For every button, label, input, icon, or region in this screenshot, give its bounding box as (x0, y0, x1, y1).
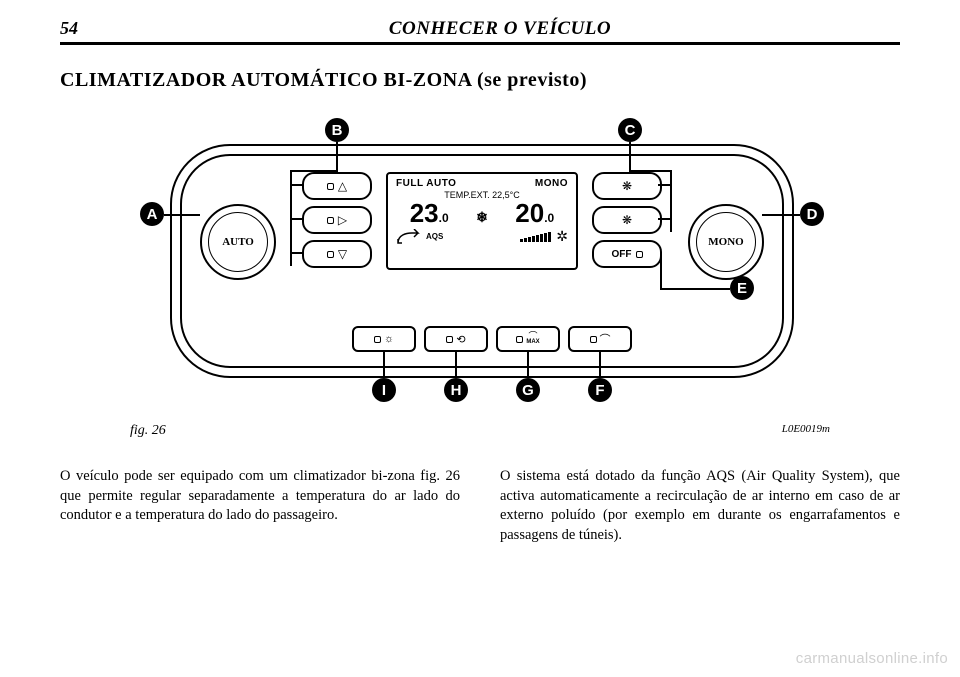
led-icon (590, 336, 597, 343)
leader-line (527, 350, 529, 378)
fan-up-button: ❋ (592, 172, 662, 200)
lcd-temp-right: 20 (515, 198, 544, 228)
leader-line (629, 142, 631, 170)
lcd-temp-left: 23 (410, 198, 439, 228)
max-label: MAX (526, 340, 539, 345)
callout-g: G (516, 378, 540, 402)
leader-line (629, 170, 672, 172)
callout-b: B (325, 118, 349, 142)
body-columns: O veículo pode ser equipado com um clima… (60, 467, 900, 545)
leader-line (658, 218, 670, 220)
airflow-icon (396, 229, 422, 245)
figure-caption: fig. 26 L0E0019m (130, 423, 830, 439)
leader-line (599, 350, 601, 378)
fan-minus-icon: ❋ (622, 213, 632, 227)
defrost-rear-icon: ⌒ (600, 331, 611, 347)
leader-line (762, 214, 800, 216)
led-icon (446, 336, 453, 343)
lcd-fullauto: FULL AUTO (396, 178, 456, 189)
air-up-button: △ (302, 172, 372, 200)
fan-bars-icon (520, 232, 552, 242)
page-header: 54 CONHECER O VEÍCULO (60, 18, 900, 45)
figure-number: fig. 26 (130, 423, 166, 439)
auto-dial: AUTO (200, 204, 276, 280)
mono-dial: MONO (688, 204, 764, 280)
lcd-mono: MONO (535, 178, 568, 189)
callout-c: C (618, 118, 642, 142)
figure-container: AUTO MONO FULL AUTO MONO TEMP.EXT. 22,5°… (60, 114, 900, 439)
callout-i: I (372, 378, 396, 402)
section-title: CLIMATIZADOR AUTOMÁTICO BI-ZONA (se prev… (60, 69, 900, 92)
mono-dial-label: MONO (708, 236, 743, 248)
ac-button: ☼ (352, 326, 416, 352)
callout-a: A (140, 202, 164, 226)
page-number: 54 (60, 18, 100, 39)
callout-d: D (800, 202, 824, 226)
air-down-button: ▽ (302, 240, 372, 268)
figure-code: L0E0019m (782, 423, 830, 439)
body-col-2: O sistema está dotado da função AQS (Air… (500, 467, 900, 545)
sun-icon: ☼ (384, 333, 394, 345)
lcd-temp-right-frac: .0 (544, 211, 554, 225)
off-label: OFF (612, 249, 632, 260)
air-mid-button: ▷ (302, 206, 372, 234)
leader-line (290, 184, 302, 186)
leader-line (455, 350, 457, 378)
header-title: CONHECER O VEÍCULO (100, 18, 900, 40)
fan-down-button: ❋ (592, 206, 662, 234)
led-icon (516, 336, 523, 343)
recirc-button: ⟲ (424, 326, 488, 352)
watermark: carmanualsonline.info (796, 650, 948, 667)
callout-f: F (588, 378, 612, 402)
fan-plus-icon: ❋ (622, 179, 632, 193)
lcd-ext-label: TEMP.EXT. (444, 190, 489, 200)
climate-control-figure: AUTO MONO FULL AUTO MONO TEMP.EXT. 22,5°… (130, 114, 830, 414)
triangle-up-icon: △ (338, 179, 347, 193)
triangle-down-icon: ▽ (338, 247, 347, 261)
led-icon (327, 183, 334, 190)
led-icon (636, 251, 643, 258)
leader-line (336, 142, 338, 170)
recirc-icon: ⟲ (456, 333, 465, 346)
lcd-aqs: AQS (426, 232, 443, 241)
leader-line (290, 252, 302, 254)
leader-line (658, 184, 670, 186)
leader-line (164, 214, 200, 216)
defrost-rear-button: ⌒ (568, 326, 632, 352)
callout-h: H (444, 378, 468, 402)
defrost-max-button: ⌒MAX (496, 326, 560, 352)
leader-line (670, 170, 672, 232)
leader-line (660, 288, 730, 290)
leader-line (290, 170, 338, 172)
fan-icon: ✲ (556, 228, 568, 245)
led-icon (327, 251, 334, 258)
auto-dial-label: AUTO (222, 236, 254, 248)
body-col-1: O veículo pode ser equipado com um clima… (60, 467, 460, 545)
leader-line (290, 218, 302, 220)
triangle-right-icon: ▷ (338, 213, 347, 227)
lcd-display: FULL AUTO MONO TEMP.EXT. 22,5°C 23.0 ❄ 2… (386, 172, 578, 270)
led-icon (327, 217, 334, 224)
lcd-temp-left-frac: .0 (439, 211, 449, 225)
leader-line (660, 254, 662, 288)
led-icon (374, 336, 381, 343)
snowflake-icon: ❄ (476, 210, 488, 224)
callout-e: E (730, 276, 754, 300)
off-button: OFF (592, 240, 662, 268)
leader-line (383, 350, 385, 378)
